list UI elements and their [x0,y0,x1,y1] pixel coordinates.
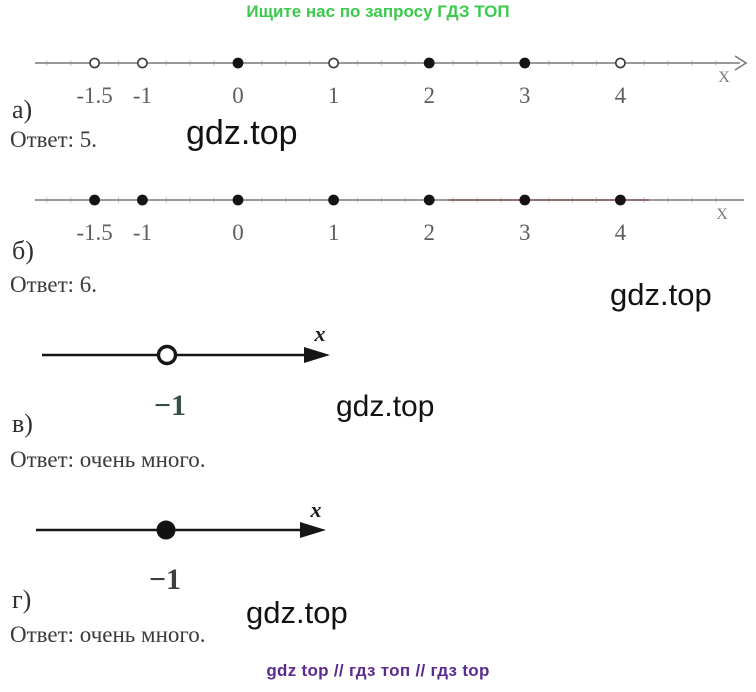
axis-label: x [314,322,326,346]
open-point [136,57,148,69]
open-point [156,344,178,366]
filled-point [156,520,176,540]
watermark-gdz-top: gdz.top [610,277,712,312]
ray-point-label-v: −1 [153,389,187,422]
filled-point [136,194,148,206]
filled-point [328,194,339,206]
tick-label: 0 [232,83,244,108]
answer-g: Ответ: очень много. [10,622,206,647]
part-label-g: г) [12,585,32,614]
ray-diagram-v: x [42,322,330,366]
open-point [328,57,339,69]
part-label-a: а) [12,95,33,124]
filled-point [615,194,626,206]
answer-v: Ответ: очень много. [10,447,206,472]
open-point [615,57,626,69]
axis-label: x [310,497,322,522]
axis-label: X [718,69,730,86]
filled-point [89,194,100,206]
tick-label: 4 [615,220,627,245]
tick-label: 2 [423,83,435,108]
filled-point [232,194,244,206]
watermark-gdz-top: gdz.top [246,595,348,630]
tick-label: 0 [232,220,244,245]
tick-label: -1 [133,83,152,108]
answer-b: Ответ: 6. [10,272,98,297]
watermark-gdz-top: gdz.top [336,390,435,423]
filled-point [423,57,435,69]
answer-a: Ответ: 5. [10,127,98,152]
ray-diagram-g: x [36,497,326,540]
filled-point [423,194,435,206]
part-label-v: в) [12,409,33,438]
tick-label: 4 [615,83,627,108]
ray-point-label-g: −1 [148,563,182,596]
tick-label: 3 [519,83,531,108]
tick-label: 3 [519,220,531,245]
tick-label: -1.5 [76,220,112,245]
filled-point [232,57,244,69]
watermark-gdz-top: gdz.top [186,114,298,152]
tick-label: 1 [328,220,340,245]
tick-label: 2 [423,220,435,245]
axis-label: X [716,206,728,223]
arrowhead [300,522,326,538]
number-line-a: X -1.5 -1 0 1 2 3 4 [35,55,748,108]
open-point [89,57,100,69]
tick-label: -1.5 [76,83,112,108]
tick-label: 1 [328,83,340,108]
number-line-b: X -1.5 -1 0 1 2 3 4 [35,194,744,245]
footer-search-tags: gdz top // гдз топ // гдз top [266,661,490,680]
filled-point [519,194,531,206]
filled-point [519,57,531,69]
tick-label: -1 [133,220,152,245]
part-label-b: б) [12,236,34,265]
arrowhead [734,55,748,71]
header-search-hint: Ищите нас по запросу ГДЗ ТОП [246,2,510,21]
arrowhead [304,347,330,363]
